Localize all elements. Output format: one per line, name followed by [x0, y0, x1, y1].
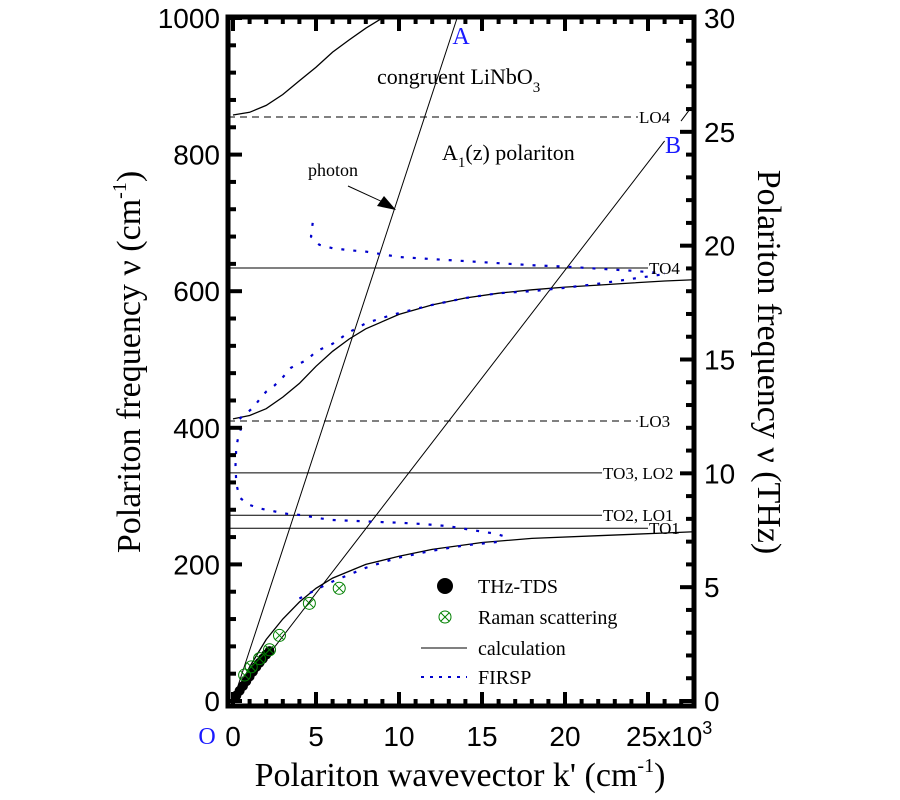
raman-scattering-point-x2 — [246, 662, 256, 672]
legend-marker-raman — [438, 610, 452, 624]
y-axis-left-title-end: ) — [111, 171, 148, 182]
raman-scattering-point-x2 — [265, 645, 274, 655]
origin-label: O — [198, 724, 215, 750]
raman-scattering-point-x2 — [334, 583, 344, 593]
material-label-main: congruent LiNbO — [377, 64, 533, 89]
y-axis-left-title-sup: -1 — [109, 182, 131, 199]
x-axis-title: Polariton wavevector k' (cm-1) — [255, 755, 666, 794]
y-left-tick-label: 400 — [173, 413, 220, 444]
x-axis-title-main: Polariton wavevector k' (cm — [255, 757, 638, 794]
firsp-segment-4 — [298, 540, 499, 600]
x-axis-title-sup: -1 — [637, 755, 654, 777]
raman-scattering-point-x2 — [255, 654, 264, 664]
firsp-segment-3 — [234, 427, 508, 539]
phonon-label-lo4: LO4 — [639, 108, 671, 127]
raman-scattering-point-x2 — [275, 631, 284, 640]
raman-scattering-point-ring — [244, 660, 258, 674]
y-left-tick-label: 800 — [173, 140, 220, 171]
phonon-label-to3-lo2: TO3, LO2 — [603, 464, 674, 483]
raman-scattering-point — [253, 652, 267, 666]
y-left-tick-label: 600 — [173, 276, 220, 307]
raman-scattering-point-ring — [272, 628, 286, 642]
legend-label-firsp: FIRSP — [478, 667, 531, 689]
y-axis-left-title-main: Polariton frequency ν (cm — [111, 199, 148, 553]
raman-scattering-point-ring — [253, 652, 267, 666]
mode-label-pre: A — [442, 140, 458, 165]
x-tick-label: 5 — [308, 721, 324, 752]
raman-scattering-point-ring — [263, 643, 277, 657]
raman-scattering-point — [238, 668, 252, 682]
phonon-label-to1: TO1 — [649, 519, 680, 538]
y-right-tick-label: 25 — [704, 117, 735, 148]
photon-line-a — [232, 17, 458, 702]
y-right-tick-label: 0 — [704, 686, 720, 717]
x-tick-label: 15 — [466, 721, 497, 752]
mode-label: A1(z) polariton — [442, 140, 575, 171]
legend-label-raman: Raman scattering — [478, 607, 617, 629]
photon-annotation: photon — [308, 160, 358, 180]
photon-arrow-shaft — [347, 185, 386, 204]
x-tick-label: 0 — [225, 721, 241, 752]
raman-scattering-point — [332, 581, 346, 595]
raman-scattering-point-ring — [332, 581, 346, 595]
x-tick-exponent: 3 — [702, 718, 712, 738]
phonon-label-lo3: LO3 — [639, 412, 670, 431]
material-label-sub: 3 — [533, 80, 541, 96]
raman-scattering-point — [263, 643, 277, 657]
raman-scattering-point-ring — [302, 596, 316, 610]
y-axis-right-title: Polariton frequency ν (THz) — [750, 170, 787, 555]
raman-scattering-point — [302, 596, 316, 610]
phonon-label-to2-lo1: TO2, LO1 — [603, 506, 674, 525]
y-right-tick-label: 20 — [704, 231, 735, 262]
y-left-tick-label: 0 — [204, 686, 220, 717]
firsp-segment-2 — [238, 273, 665, 420]
thz-tds-point — [264, 646, 275, 657]
legend-marker-thz-tds — [437, 578, 453, 594]
firsp-segment-1 — [309, 222, 665, 275]
raman-scattering-point — [272, 628, 286, 642]
y-right-tick-label: 15 — [704, 345, 735, 376]
x-axis-title-end: ) — [654, 757, 665, 794]
y-right-tick-label: 10 — [704, 458, 735, 489]
y-right-tick-label: 30 — [704, 3, 735, 34]
y-axis-left-title: Polariton frequency ν (cm-1) — [109, 171, 148, 553]
legend-label-calculation: calculation — [478, 638, 566, 660]
calculation-branch-1 — [232, 279, 694, 420]
raman-scattering-point-ring — [238, 668, 252, 682]
mode-label-sub: 1 — [458, 155, 466, 171]
point-label-b: B — [665, 133, 681, 159]
calculation-branch-2 — [232, 17, 383, 116]
axes: 0 200 400 600 800 1000 0 5 10 15 20 25 30 0 5 10 15 20 25x… — [158, 3, 735, 752]
y-left-tick-label: 1000 — [158, 3, 220, 34]
point-label-a: A — [452, 24, 470, 50]
y-right-tick-label: 5 — [704, 572, 720, 603]
calculation-branch-0 — [232, 531, 694, 702]
x-tick-label: 10 — [383, 721, 414, 752]
plot-clip-group — [228, 17, 694, 702]
x-tick-label: 25x103 — [626, 718, 712, 752]
raman-scattering-point-x2 — [305, 598, 314, 608]
legend: THz-TDS Raman scattering calculation FIR… — [421, 576, 617, 689]
y-left-tick-label: 200 — [173, 549, 220, 580]
photon-arrow-head — [377, 196, 396, 210]
raman-scattering-point-x2 — [240, 670, 249, 680]
legend-label-thz-tds: THz-TDS — [478, 576, 558, 598]
phonon-label-to4: TO4 — [649, 259, 680, 278]
raman-scattering-point — [244, 660, 258, 674]
mode-label-post: (z) polariton — [465, 140, 574, 165]
x-tick-label: 20 — [549, 721, 580, 752]
material-label: congruent LiNbO3 — [377, 64, 540, 96]
